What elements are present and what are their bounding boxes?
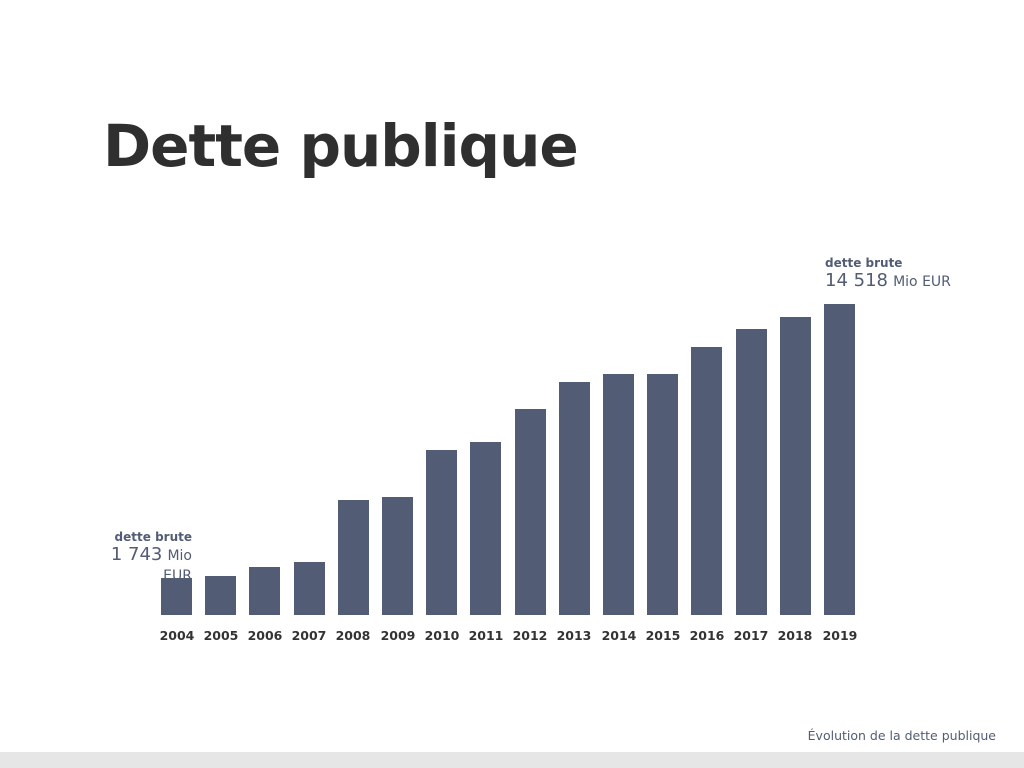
annotation-last-value: 14 518	[825, 270, 888, 291]
x-tick-label: 2019	[822, 628, 858, 643]
annotation-first-unit: Mio EUR	[163, 548, 192, 584]
x-tick-label: 2013	[556, 628, 592, 643]
bar-2008	[338, 500, 369, 615]
bar-2013	[559, 382, 590, 615]
annotation-first-value: 1 743	[110, 544, 163, 565]
bar-2009	[382, 497, 413, 615]
chart-caption: Évolution de la dette publique	[807, 728, 996, 743]
bar-2016	[691, 347, 722, 615]
page-title: Dette publique	[103, 112, 579, 180]
x-tick-label: 2008	[335, 628, 371, 643]
x-tick-label: 2010	[424, 628, 460, 643]
x-tick-label: 2012	[512, 628, 548, 643]
x-tick-label: 2014	[601, 628, 637, 643]
bar-2005	[205, 576, 236, 615]
x-tick-label: 2017	[733, 628, 769, 643]
x-tick-label: 2018	[777, 628, 813, 643]
bar-2010	[426, 450, 457, 615]
bar-2011	[470, 442, 501, 615]
bar-2014	[603, 374, 634, 615]
annotation-last-unit: Mio EUR	[893, 274, 951, 290]
bar-2004	[161, 578, 192, 615]
bar-2006	[249, 567, 280, 615]
bar-2012	[515, 409, 546, 615]
bar-2007	[294, 562, 325, 615]
x-tick-label: 2011	[468, 628, 504, 643]
bar-2015	[647, 374, 678, 615]
bar-2018	[780, 317, 811, 615]
x-tick-label: 2015	[645, 628, 681, 643]
x-tick-label: 2006	[247, 628, 283, 643]
x-tick-label: 2016	[689, 628, 725, 643]
bar-2019	[824, 304, 855, 615]
x-tick-label: 2009	[380, 628, 416, 643]
footer-bar	[0, 752, 1024, 768]
annotation-last-label: dette brute	[825, 256, 903, 270]
annotation-first-label: dette brute	[114, 530, 192, 544]
x-tick-label: 2007	[291, 628, 327, 643]
x-tick-label: 2005	[203, 628, 239, 643]
annotation-last: dette brute 14 518 Mio EUR	[825, 256, 951, 291]
x-tick-label: 2004	[159, 628, 195, 643]
bar-chart: 2004 2005 2006 2007 2008 2009 2010 2011 2012 2013…	[159, 304, 858, 643]
bar-2017	[736, 329, 767, 615]
annotation-first: dette brute 1 743 Mio EUR	[86, 530, 192, 584]
